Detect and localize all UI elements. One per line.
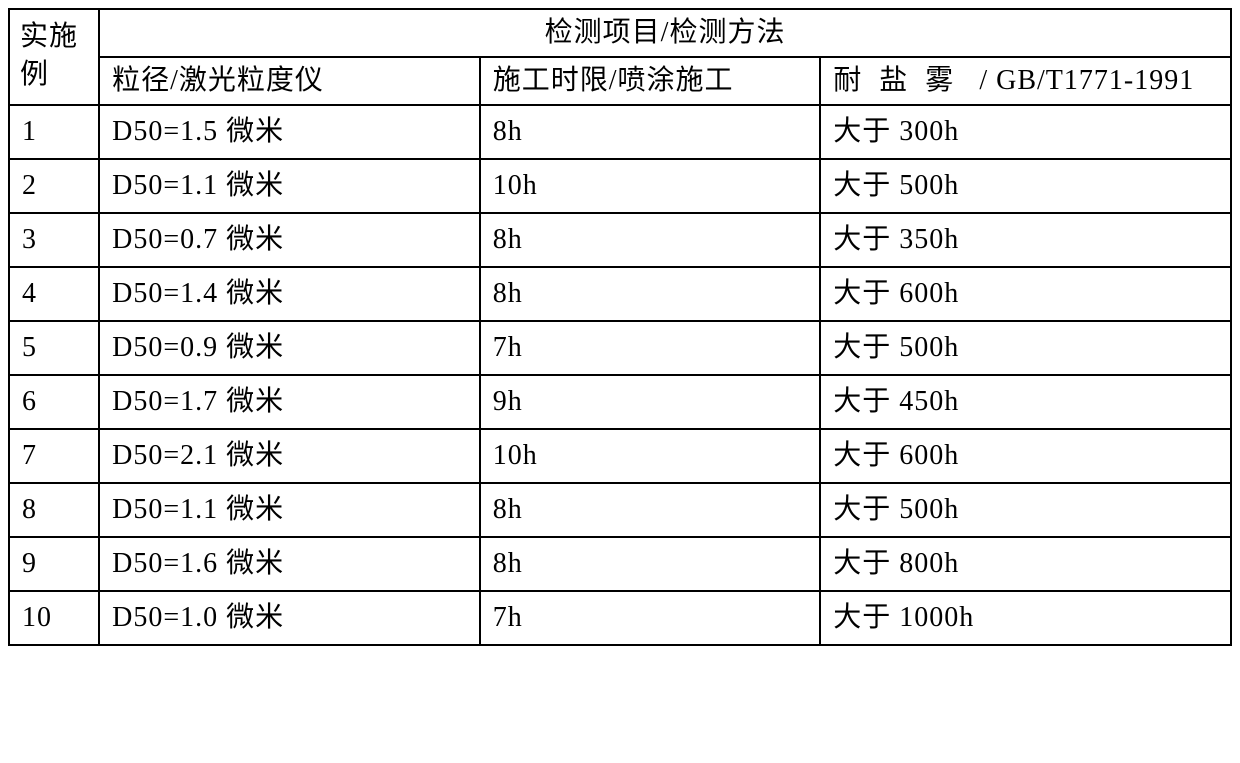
header-col-c-prefix: 耐盐雾: [833, 65, 971, 96]
cell-time: 7h: [480, 321, 821, 375]
table-row: 6D50=1.7 微米9h大于 450h: [9, 375, 1231, 429]
table-row: 5D50=0.9 微米7h大于 500h: [9, 321, 1231, 375]
cell-d50: D50=1.1 微米: [99, 483, 480, 537]
cell-salt: 大于 500h: [820, 159, 1231, 213]
header-row-1: 实施例 检测项目/检测方法: [9, 9, 1231, 57]
cell-d50: D50=1.1 微米: [99, 159, 480, 213]
cell-example: 8: [9, 483, 99, 537]
cell-example: 9: [9, 537, 99, 591]
cell-time: 8h: [480, 483, 821, 537]
cell-example: 2: [9, 159, 99, 213]
header-col-c: 耐盐雾 / GB/T1771-1991: [820, 57, 1231, 105]
cell-d50: D50=0.9 微米: [99, 321, 480, 375]
data-table: 实施例 检测项目/检测方法 粒径/激光粒度仪 施工时限/喷涂施工 耐盐雾 / G…: [8, 8, 1232, 646]
table-row: 1D50=1.5 微米8h大于 300h: [9, 105, 1231, 159]
cell-time: 7h: [480, 591, 821, 645]
header-col-a: 粒径/激光粒度仪: [99, 57, 480, 105]
cell-salt: 大于 350h: [820, 213, 1231, 267]
cell-salt: 大于 300h: [820, 105, 1231, 159]
cell-example: 6: [9, 375, 99, 429]
cell-d50: D50=1.5 微米: [99, 105, 480, 159]
cell-d50: D50=1.4 微米: [99, 267, 480, 321]
cell-example: 7: [9, 429, 99, 483]
cell-salt: 大于 800h: [820, 537, 1231, 591]
cell-d50: D50=1.7 微米: [99, 375, 480, 429]
table-row: 9D50=1.6 微米8h大于 800h: [9, 537, 1231, 591]
table-row: 7D50=2.1 微米10h大于 600h: [9, 429, 1231, 483]
table-container: 实施例 检测项目/检测方法 粒径/激光粒度仪 施工时限/喷涂施工 耐盐雾 / G…: [0, 0, 1240, 763]
cell-d50: D50=1.6 微米: [99, 537, 480, 591]
cell-time: 10h: [480, 159, 821, 213]
cell-time: 8h: [480, 105, 821, 159]
table-row: 8D50=1.1 微米8h大于 500h: [9, 483, 1231, 537]
cell-salt: 大于 1000h: [820, 591, 1231, 645]
cell-salt: 大于 500h: [820, 483, 1231, 537]
header-methods-text: 检测项目/检测方法: [545, 17, 786, 48]
header-col-b-text: 施工时限/喷涂施工: [493, 65, 734, 96]
cell-d50: D50=2.1 微米: [99, 429, 480, 483]
cell-time: 9h: [480, 375, 821, 429]
table-row: 3D50=0.7 微米8h大于 350h: [9, 213, 1231, 267]
cell-salt: 大于 500h: [820, 321, 1231, 375]
header-example-text: 实施例: [20, 21, 78, 90]
cell-time: 10h: [480, 429, 821, 483]
header-col-c-suffix: / GB/T1771-1991: [971, 65, 1194, 96]
cell-example: 1: [9, 105, 99, 159]
cell-salt: 大于 600h: [820, 429, 1231, 483]
table-row: 10D50=1.0 微米7h大于 1000h: [9, 591, 1231, 645]
header-methods: 检测项目/检测方法: [99, 9, 1231, 57]
table-row: 4D50=1.4 微米8h大于 600h: [9, 267, 1231, 321]
cell-salt: 大于 450h: [820, 375, 1231, 429]
cell-example: 4: [9, 267, 99, 321]
cell-time: 8h: [480, 213, 821, 267]
cell-d50: D50=1.0 微米: [99, 591, 480, 645]
header-row-2: 粒径/激光粒度仪 施工时限/喷涂施工 耐盐雾 / GB/T1771-1991: [9, 57, 1231, 105]
cell-example: 5: [9, 321, 99, 375]
header-example: 实施例: [9, 9, 99, 105]
cell-time: 8h: [480, 537, 821, 591]
header-col-a-text: 粒径/激光粒度仪: [112, 65, 324, 96]
table-row: 2D50=1.1 微米10h大于 500h: [9, 159, 1231, 213]
cell-example: 3: [9, 213, 99, 267]
cell-salt: 大于 600h: [820, 267, 1231, 321]
header-col-b: 施工时限/喷涂施工: [480, 57, 821, 105]
cell-example: 10: [9, 591, 99, 645]
cell-d50: D50=0.7 微米: [99, 213, 480, 267]
cell-time: 8h: [480, 267, 821, 321]
